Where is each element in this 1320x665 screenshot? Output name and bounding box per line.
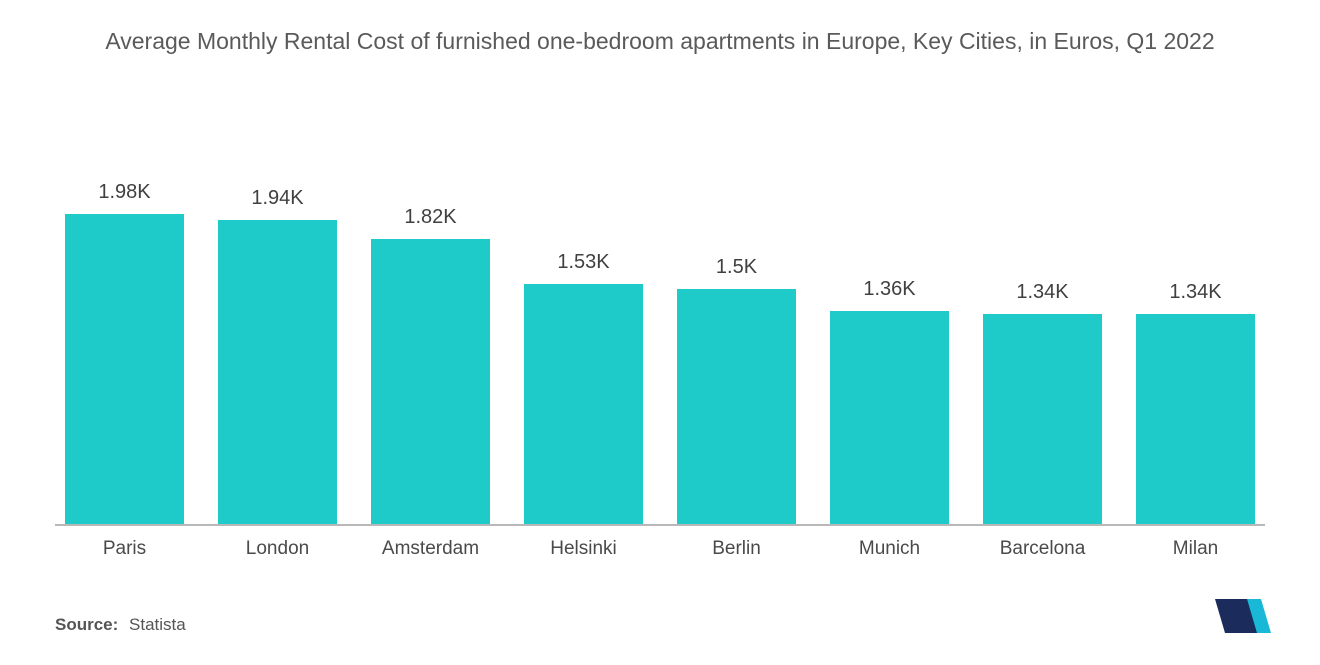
chart-container: Average Monthly Rental Cost of furnished… xyxy=(0,0,1320,665)
x-axis-labels: Paris London Amsterdam Helsinki Berlin Munich… xyxy=(55,526,1265,560)
bar-wrap: 1.5K xyxy=(667,107,806,524)
bar xyxy=(371,239,489,524)
x-axis-label: Barcelona xyxy=(973,538,1112,560)
x-axis-label: London xyxy=(208,538,347,560)
x-axis-label: Milan xyxy=(1126,538,1265,560)
brand-logo-icon xyxy=(1209,595,1275,637)
bar-value-label: 1.5K xyxy=(716,256,757,279)
bar-value-label: 1.34K xyxy=(1169,281,1221,304)
bar-wrap: 1.94K xyxy=(208,107,347,524)
x-axis-label: Paris xyxy=(55,538,194,560)
source-label: Source: xyxy=(55,615,118,634)
bar-wrap: 1.82K xyxy=(361,107,500,524)
bar xyxy=(65,214,183,524)
plot-area: 1.98K 1.94K 1.82K 1.53K 1.5K 1.36K 1.34K 1.34K xyxy=(55,107,1265,526)
source-value: Statista xyxy=(129,615,186,634)
bar-wrap: 1.53K xyxy=(514,107,653,524)
bar-value-label: 1.82K xyxy=(404,206,456,229)
bar-wrap: 1.34K xyxy=(1126,107,1265,524)
bar-value-label: 1.94K xyxy=(251,187,303,210)
bar-value-label: 1.36K xyxy=(863,278,915,301)
x-axis-label: Amsterdam xyxy=(361,538,500,560)
bar xyxy=(1136,314,1254,524)
bar-value-label: 1.34K xyxy=(1016,281,1068,304)
bar xyxy=(677,289,795,524)
bar-wrap: 1.34K xyxy=(973,107,1112,524)
bar xyxy=(524,284,642,524)
x-axis-label: Helsinki xyxy=(514,538,653,560)
bar xyxy=(830,311,948,524)
chart-title: Average Monthly Rental Cost of furnished… xyxy=(55,25,1265,57)
bar-value-label: 1.53K xyxy=(557,251,609,274)
bar-wrap: 1.36K xyxy=(820,107,959,524)
x-axis-label: Berlin xyxy=(667,538,806,560)
bar xyxy=(218,220,336,524)
bar-value-label: 1.98K xyxy=(98,181,150,204)
bar xyxy=(983,314,1101,524)
x-axis-label: Munich xyxy=(820,538,959,560)
bar-wrap: 1.98K xyxy=(55,107,194,524)
source-row: Source: Statista xyxy=(55,615,1265,635)
